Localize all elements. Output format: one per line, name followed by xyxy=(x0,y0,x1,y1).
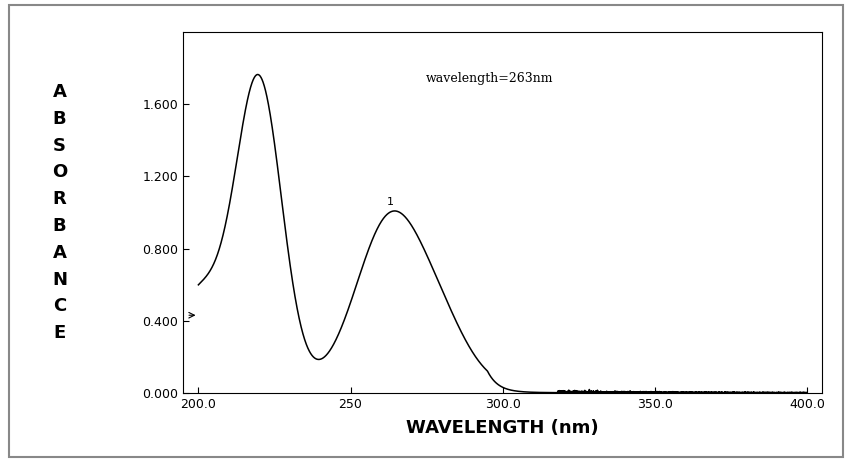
Text: wavelength=263nm: wavelength=263nm xyxy=(426,72,554,85)
X-axis label: WAVELENGTH (nm): WAVELENGTH (nm) xyxy=(406,419,599,437)
Text: C: C xyxy=(53,298,66,315)
Text: A: A xyxy=(53,83,66,101)
Text: R: R xyxy=(53,190,66,208)
Text: O: O xyxy=(52,164,67,181)
Text: A: A xyxy=(53,244,66,261)
Text: E: E xyxy=(54,324,66,342)
Text: B: B xyxy=(53,217,66,235)
Text: B: B xyxy=(53,110,66,128)
Text: N: N xyxy=(52,271,67,288)
Text: 1: 1 xyxy=(387,197,394,207)
Text: S: S xyxy=(53,137,66,154)
